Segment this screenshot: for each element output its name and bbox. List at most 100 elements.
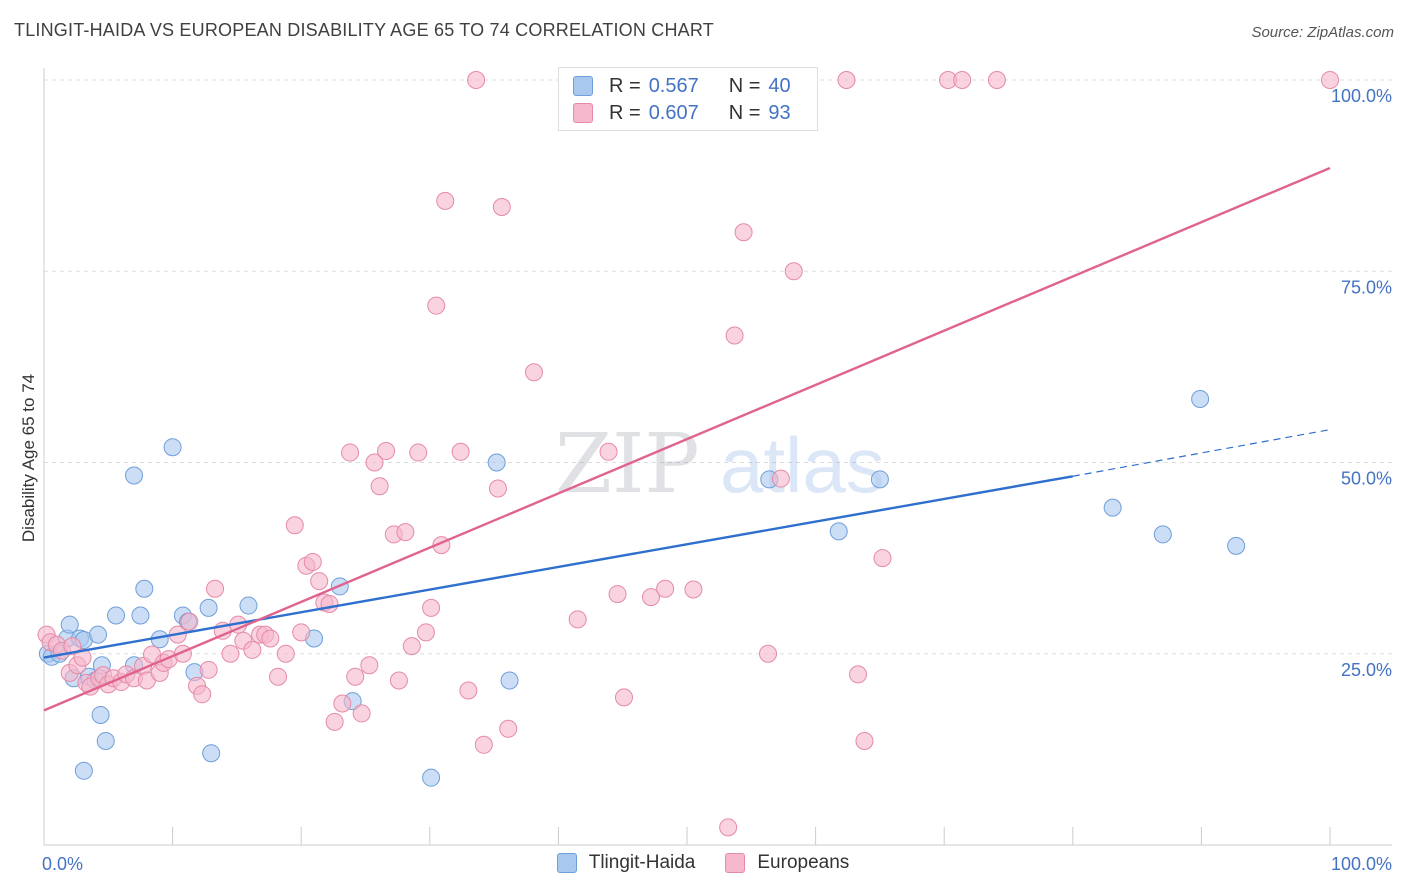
europeans-point bbox=[360, 656, 379, 675]
legend-item-europeans[interactable]: Europeans bbox=[725, 852, 849, 874]
europeans-point bbox=[341, 443, 360, 462]
europeans-point bbox=[346, 667, 365, 686]
watermark-atlas: atlas bbox=[720, 421, 885, 509]
n-label: N = bbox=[728, 101, 761, 124]
europeans-point bbox=[734, 223, 753, 242]
blue-swatch bbox=[556, 853, 577, 873]
y-tick-label: 50.0% bbox=[1341, 469, 1392, 489]
europeans-point bbox=[855, 731, 874, 750]
europeans-point bbox=[499, 719, 518, 738]
europeans-point bbox=[303, 552, 322, 571]
tlingit-haida-point bbox=[60, 615, 79, 634]
tlingit-haida-point bbox=[96, 731, 115, 750]
europeans-trendline bbox=[43, 166, 1331, 712]
legend-label: Europeans bbox=[757, 852, 850, 873]
europeans-point bbox=[365, 453, 384, 472]
r-value: 0.607 bbox=[648, 101, 699, 124]
data-points bbox=[37, 71, 1339, 837]
n-label: N = bbox=[728, 74, 761, 97]
tlingit-haida-point bbox=[829, 522, 848, 541]
europeans-point bbox=[310, 572, 329, 591]
europeans-point bbox=[641, 588, 660, 607]
europeans-point bbox=[488, 479, 507, 498]
y-axis-label: Disability Age 65 to 74 bbox=[19, 374, 38, 542]
europeans-point bbox=[459, 681, 478, 700]
tlingit-haida-point bbox=[131, 606, 150, 625]
tlingit-haida-point bbox=[163, 438, 182, 457]
tlingit-haida-point bbox=[239, 596, 258, 615]
tlingit-haida-point bbox=[89, 625, 108, 644]
tlingit-haida-point bbox=[1227, 536, 1246, 555]
correlation-legend: R = 0.567 N = 40 R = 0.607 N = 93 bbox=[558, 67, 818, 131]
legend-row-europeans: R = 0.607 N = 93 bbox=[573, 100, 791, 126]
europeans-point bbox=[180, 612, 199, 631]
n-value: 40 bbox=[768, 74, 791, 97]
europeans-point bbox=[199, 660, 218, 679]
tlingit-haida-point bbox=[422, 768, 441, 787]
europeans-point bbox=[599, 442, 618, 461]
tlingit-haida-point bbox=[135, 579, 154, 598]
europeans-point bbox=[614, 688, 633, 707]
x-tick-label: 100.0% bbox=[1331, 854, 1392, 874]
europeans-point bbox=[953, 71, 972, 89]
europeans-point bbox=[684, 580, 703, 599]
europeans-point bbox=[837, 71, 856, 89]
europeans-point bbox=[771, 469, 790, 488]
tick-labels: 25.0% 50.0% 75.0% 100.0% 0.0% 100.0% bbox=[42, 86, 1392, 874]
europeans-point bbox=[221, 644, 240, 663]
legend-label: Tlingit-Haida bbox=[588, 852, 696, 873]
europeans-point bbox=[377, 442, 396, 461]
europeans-point bbox=[285, 516, 304, 535]
europeans-point bbox=[269, 667, 288, 686]
europeans-point bbox=[389, 671, 408, 690]
europeans-point bbox=[492, 197, 511, 216]
europeans-point bbox=[422, 598, 441, 617]
tlingit-haida-point bbox=[107, 606, 126, 625]
europeans-point bbox=[261, 629, 280, 648]
europeans-point bbox=[987, 71, 1006, 89]
europeans-point bbox=[467, 71, 486, 89]
tlingit-haida-point bbox=[1153, 525, 1172, 544]
europeans-point bbox=[73, 648, 92, 667]
europeans-point bbox=[427, 296, 446, 315]
legend-item-tlingit-haida[interactable]: Tlingit-Haida bbox=[556, 852, 696, 874]
europeans-point bbox=[333, 694, 352, 713]
europeans-point bbox=[276, 644, 295, 663]
europeans-point bbox=[206, 579, 225, 598]
europeans-point bbox=[759, 644, 778, 663]
europeans-point bbox=[873, 549, 892, 568]
europeans-point bbox=[849, 665, 868, 684]
r-value: 0.567 bbox=[648, 74, 699, 97]
europeans-point bbox=[193, 685, 212, 704]
europeans-point bbox=[370, 477, 389, 496]
watermark: ZIP atlas bbox=[555, 417, 885, 512]
tlingit-haida-point bbox=[487, 453, 506, 472]
x-tick-label: 0.0% bbox=[42, 854, 83, 874]
europeans-point bbox=[63, 637, 82, 656]
n-value: 93 bbox=[768, 101, 791, 124]
r-label: R = bbox=[609, 74, 641, 97]
europeans-point bbox=[292, 623, 311, 642]
trend-lines bbox=[43, 166, 1331, 712]
r-label: R = bbox=[609, 101, 641, 124]
tlingit-haida-point bbox=[1103, 498, 1122, 517]
europeans-point bbox=[243, 640, 262, 659]
europeans-point bbox=[656, 579, 675, 598]
tlingit-haida-trendline-extension bbox=[1072, 429, 1331, 477]
europeans-point bbox=[402, 637, 421, 656]
y-tick-label: 25.0% bbox=[1341, 660, 1392, 680]
series-legend: Tlingit-Haida Europeans bbox=[0, 852, 1406, 874]
europeans-point bbox=[1321, 71, 1339, 89]
europeans-point bbox=[568, 610, 587, 629]
europeans-point bbox=[352, 704, 371, 723]
y-tick-label: 75.0% bbox=[1341, 277, 1392, 297]
europeans-point bbox=[320, 595, 339, 614]
tlingit-haida-point bbox=[202, 744, 221, 763]
europeans-point bbox=[451, 442, 470, 461]
tlingit-haida-point bbox=[1191, 390, 1210, 409]
europeans-point bbox=[325, 712, 344, 731]
blue-swatch bbox=[573, 76, 593, 96]
europeans-point bbox=[608, 585, 627, 604]
europeans-point bbox=[474, 735, 493, 754]
